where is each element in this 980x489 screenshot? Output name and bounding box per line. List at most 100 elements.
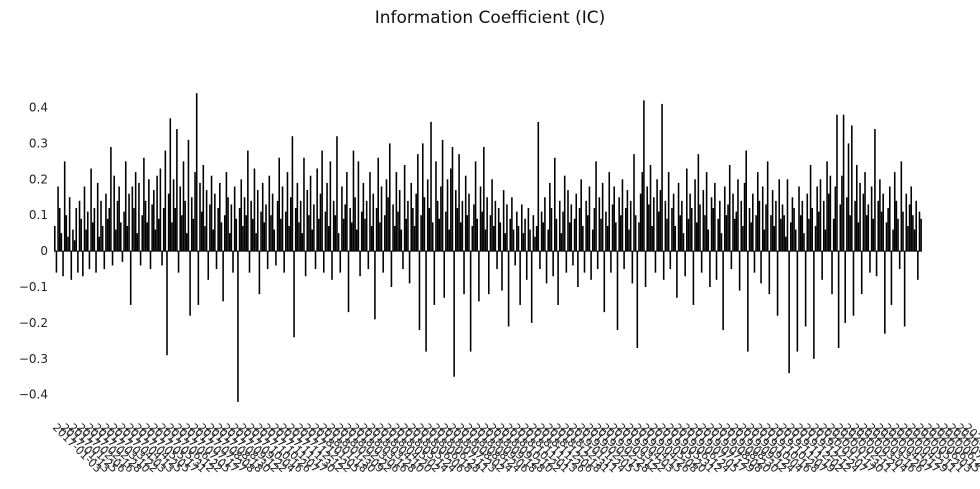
ic-bar [884, 251, 886, 334]
ic-bar [205, 190, 208, 252]
ic-bar [265, 204, 267, 252]
ic-bar [582, 225, 584, 252]
ic-bar [313, 204, 315, 252]
ic-bar [194, 172, 196, 252]
ic-bar [202, 164, 205, 252]
ic-bar [699, 204, 701, 252]
ic-bar [453, 251, 455, 377]
ic-bar [755, 215, 757, 252]
ic-bar [207, 251, 210, 280]
ic-bar [481, 211, 483, 252]
ic-bar [385, 179, 388, 252]
ic-bar [785, 236, 787, 252]
ic-bar [223, 215, 226, 252]
ic-bar [123, 211, 125, 252]
ic-bar [766, 161, 769, 252]
ic-bar [496, 251, 498, 270]
ic-bar [596, 251, 599, 270]
ic-bar [684, 251, 686, 277]
ic-bar [370, 225, 373, 252]
ic-bar [778, 179, 780, 252]
ic-bar [756, 172, 759, 252]
ic-bar [347, 251, 350, 313]
ic-bar [890, 251, 893, 305]
ic-bar [514, 251, 516, 266]
ic-bar [809, 164, 812, 252]
ic-bar [157, 218, 160, 252]
ic-bar [445, 211, 447, 252]
ic-bar [425, 251, 427, 352]
ic-bar [788, 251, 790, 374]
ic-bar [618, 197, 620, 252]
y-tick-label: 0.4 [29, 101, 48, 115]
ic-bar [393, 225, 396, 252]
ic-bar [332, 200, 335, 252]
ic-bar [545, 251, 548, 284]
ic-bar [154, 229, 157, 252]
ic-bar [897, 218, 899, 252]
ic-bar [786, 179, 789, 252]
ic-bar [451, 146, 454, 252]
ic-bar [542, 222, 545, 252]
ic-bar [910, 186, 913, 252]
ic-bar [108, 208, 111, 252]
ic-bar [700, 251, 703, 273]
ic-bar [641, 172, 644, 252]
ic-bar [628, 229, 630, 252]
ic-bar [237, 251, 239, 402]
ic-bar [450, 168, 452, 252]
ic-bar [918, 211, 921, 252]
ic-bar [121, 251, 124, 262]
ic-bar [712, 208, 714, 252]
ic-bar [80, 218, 82, 252]
ic-bar [686, 168, 688, 252]
ic-bar [737, 179, 739, 252]
ic-bar [131, 186, 134, 252]
ic-bar [727, 204, 729, 252]
ic-bar [133, 208, 135, 252]
ic-bar [431, 222, 434, 252]
ic-bar [222, 251, 224, 302]
ic-bar [591, 229, 594, 252]
ic-bar [765, 204, 767, 252]
ic-bar [555, 218, 558, 252]
ic-bar [502, 190, 505, 252]
ic-bar [308, 215, 310, 252]
ic-bar [776, 251, 779, 316]
ic-bar [549, 182, 551, 252]
ic-bar [128, 193, 130, 252]
ic-bar [176, 129, 178, 252]
ic-bar [590, 251, 592, 280]
ic-bar [441, 139, 444, 252]
ic-bar [563, 175, 566, 252]
ic-bar [242, 225, 244, 252]
ic-bar [608, 172, 611, 252]
ic-bar [217, 208, 219, 252]
ic-bar [634, 215, 637, 252]
ic-bar [801, 200, 804, 252]
ic-bar [301, 233, 304, 252]
ic-bar [629, 200, 632, 252]
ic-bar [464, 175, 467, 252]
ic-bar [715, 251, 718, 280]
ic-bar [804, 251, 807, 327]
y-tick-label: 0 [40, 244, 48, 258]
ic-bar [750, 222, 752, 252]
ic-bar [362, 182, 365, 252]
ic-bar [141, 215, 144, 252]
ic-bar [443, 251, 446, 298]
ic-bar [197, 251, 200, 305]
ic-bar [912, 215, 914, 252]
ic-bar [288, 225, 290, 252]
ic-bar [821, 251, 823, 280]
ic-bar [483, 146, 485, 252]
ic-bar [70, 251, 73, 280]
ic-bar [136, 233, 139, 252]
ic-bar [57, 186, 59, 252]
ic-bar [252, 218, 254, 252]
ic-bar [826, 161, 828, 252]
ic-bar [512, 229, 515, 252]
ic-bar [278, 157, 280, 252]
ic-bar [166, 251, 168, 356]
ic-bar [100, 200, 102, 252]
